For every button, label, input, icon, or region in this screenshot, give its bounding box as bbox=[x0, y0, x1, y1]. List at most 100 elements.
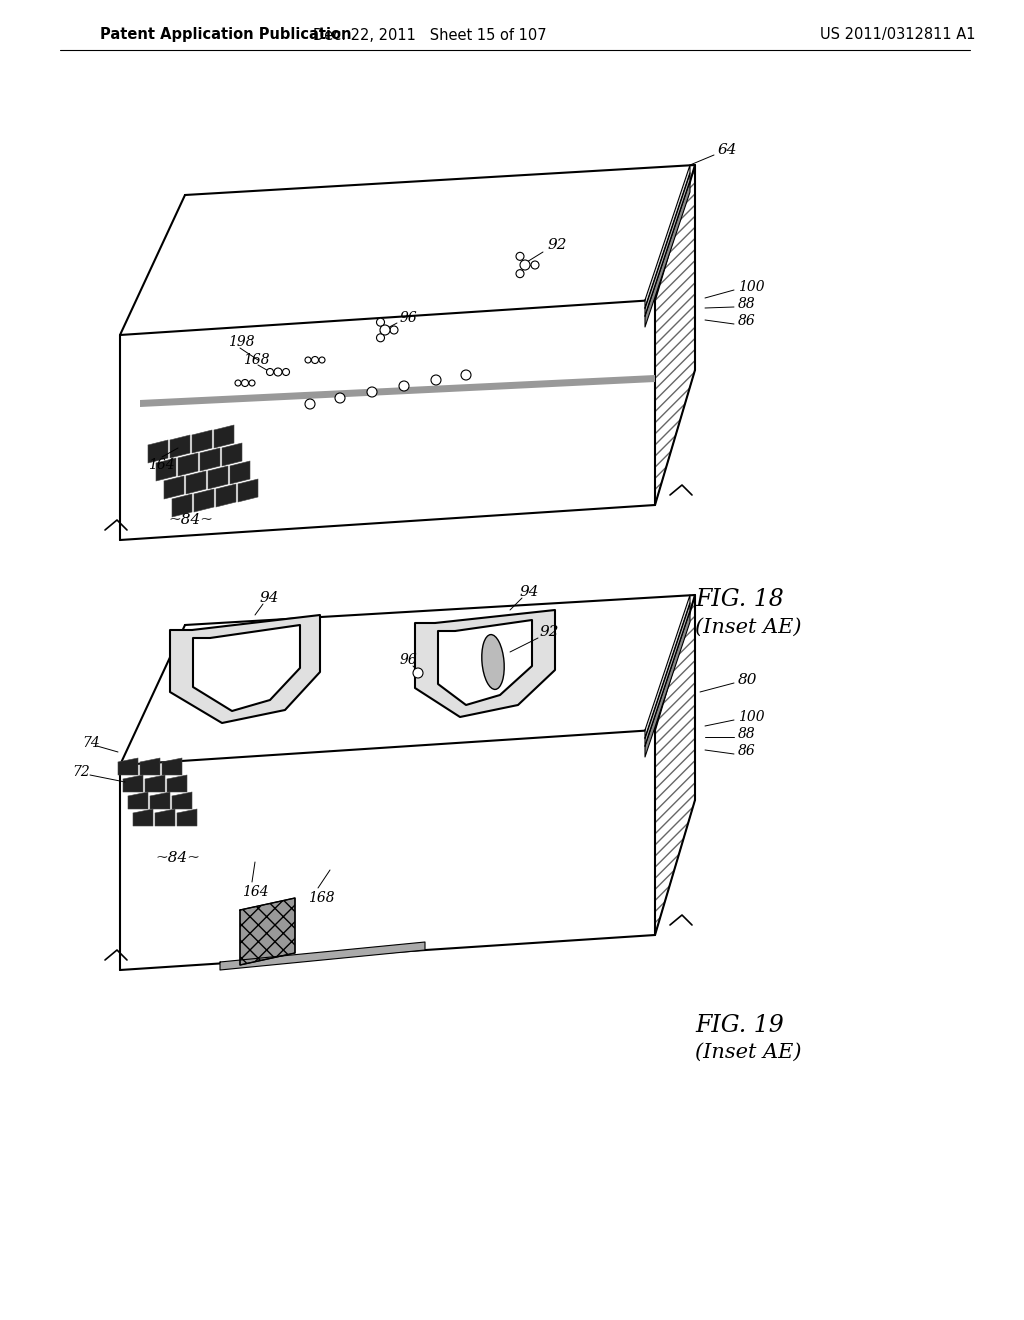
Polygon shape bbox=[170, 615, 319, 723]
Text: 164: 164 bbox=[242, 884, 268, 899]
Circle shape bbox=[283, 368, 290, 375]
Circle shape bbox=[319, 356, 325, 363]
Text: 88: 88 bbox=[738, 297, 756, 312]
Circle shape bbox=[335, 393, 345, 403]
Polygon shape bbox=[123, 775, 143, 792]
Circle shape bbox=[461, 370, 471, 380]
Text: 92: 92 bbox=[540, 624, 559, 639]
Circle shape bbox=[305, 356, 311, 363]
Circle shape bbox=[234, 380, 241, 385]
Circle shape bbox=[367, 387, 377, 397]
Circle shape bbox=[516, 252, 524, 260]
Text: 86: 86 bbox=[738, 744, 756, 758]
Polygon shape bbox=[177, 809, 197, 826]
Polygon shape bbox=[178, 453, 198, 477]
Text: 94: 94 bbox=[260, 591, 280, 605]
Text: Dec. 22, 2011   Sheet 15 of 107: Dec. 22, 2011 Sheet 15 of 107 bbox=[313, 28, 547, 42]
Polygon shape bbox=[164, 477, 184, 499]
Text: 164: 164 bbox=[148, 458, 175, 473]
Text: (Inset AE): (Inset AE) bbox=[695, 1043, 802, 1061]
Polygon shape bbox=[162, 758, 182, 775]
Polygon shape bbox=[120, 165, 695, 335]
Circle shape bbox=[390, 326, 398, 334]
Circle shape bbox=[266, 368, 273, 375]
Polygon shape bbox=[655, 165, 695, 506]
Circle shape bbox=[380, 325, 390, 335]
Text: 64: 64 bbox=[718, 143, 737, 157]
Polygon shape bbox=[172, 494, 193, 517]
Polygon shape bbox=[655, 595, 695, 935]
Polygon shape bbox=[128, 792, 148, 809]
Circle shape bbox=[377, 334, 384, 342]
Polygon shape bbox=[170, 436, 190, 458]
Polygon shape bbox=[193, 430, 212, 453]
Polygon shape bbox=[133, 809, 153, 826]
Circle shape bbox=[520, 260, 530, 271]
Text: 88: 88 bbox=[738, 727, 756, 741]
Polygon shape bbox=[240, 898, 295, 965]
Text: 72: 72 bbox=[72, 766, 90, 779]
Circle shape bbox=[377, 318, 384, 326]
Polygon shape bbox=[155, 809, 175, 826]
Text: FIG. 18: FIG. 18 bbox=[695, 589, 783, 611]
Text: US 2011/0312811 A1: US 2011/0312811 A1 bbox=[820, 28, 976, 42]
Circle shape bbox=[249, 380, 255, 385]
Text: ~84~: ~84~ bbox=[168, 513, 213, 527]
Polygon shape bbox=[140, 758, 160, 775]
Polygon shape bbox=[645, 611, 690, 756]
Text: FIG. 19: FIG. 19 bbox=[695, 1014, 783, 1036]
Polygon shape bbox=[216, 484, 236, 507]
Polygon shape bbox=[645, 173, 690, 315]
Text: 94: 94 bbox=[520, 585, 540, 599]
Polygon shape bbox=[222, 444, 242, 466]
Circle shape bbox=[516, 269, 524, 277]
Polygon shape bbox=[645, 603, 690, 746]
Polygon shape bbox=[120, 300, 655, 540]
Polygon shape bbox=[148, 440, 168, 463]
Circle shape bbox=[305, 399, 315, 409]
Polygon shape bbox=[118, 758, 138, 775]
Text: 86: 86 bbox=[738, 314, 756, 327]
Circle shape bbox=[531, 261, 539, 269]
Text: 100: 100 bbox=[738, 710, 765, 723]
Ellipse shape bbox=[481, 635, 504, 689]
Text: 80: 80 bbox=[738, 673, 758, 686]
Text: 96: 96 bbox=[400, 312, 418, 325]
Circle shape bbox=[399, 381, 409, 391]
Text: 168: 168 bbox=[308, 891, 335, 906]
Circle shape bbox=[413, 668, 423, 678]
Circle shape bbox=[311, 356, 318, 363]
Polygon shape bbox=[193, 624, 300, 711]
Text: 198: 198 bbox=[228, 335, 255, 348]
Polygon shape bbox=[220, 942, 425, 970]
Text: Patent Application Publication: Patent Application Publication bbox=[100, 28, 351, 42]
Text: 96: 96 bbox=[400, 653, 418, 667]
Polygon shape bbox=[145, 775, 165, 792]
Circle shape bbox=[274, 368, 282, 376]
Polygon shape bbox=[230, 461, 250, 484]
Polygon shape bbox=[140, 375, 655, 407]
Polygon shape bbox=[415, 610, 555, 717]
Polygon shape bbox=[645, 181, 690, 327]
Polygon shape bbox=[120, 730, 655, 970]
Text: 168: 168 bbox=[243, 352, 269, 367]
Text: 74: 74 bbox=[82, 737, 99, 750]
Text: 92: 92 bbox=[547, 238, 566, 252]
Polygon shape bbox=[167, 775, 187, 792]
Polygon shape bbox=[194, 488, 214, 512]
Polygon shape bbox=[200, 447, 220, 471]
Circle shape bbox=[431, 375, 441, 385]
Circle shape bbox=[242, 380, 249, 387]
Text: 100: 100 bbox=[738, 280, 765, 294]
Polygon shape bbox=[438, 620, 532, 705]
Polygon shape bbox=[208, 466, 228, 488]
Polygon shape bbox=[150, 792, 170, 809]
Polygon shape bbox=[238, 479, 258, 502]
Text: ~84~: ~84~ bbox=[155, 851, 200, 865]
Polygon shape bbox=[186, 471, 206, 494]
Text: (Inset AE): (Inset AE) bbox=[695, 618, 802, 636]
Polygon shape bbox=[120, 595, 695, 766]
Polygon shape bbox=[156, 458, 176, 480]
Polygon shape bbox=[645, 595, 690, 738]
Polygon shape bbox=[645, 165, 690, 308]
